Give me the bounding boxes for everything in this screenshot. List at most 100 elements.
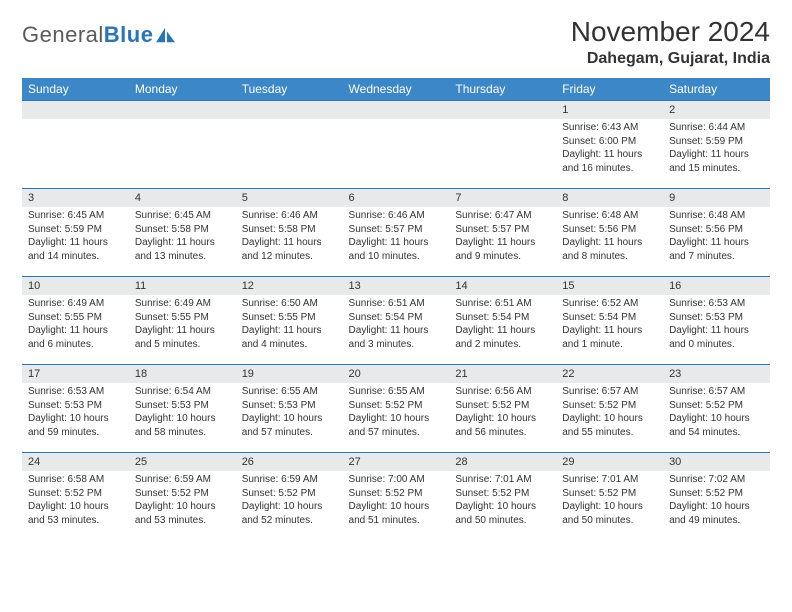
sunset-text: Sunset: 5:52 PM (455, 399, 550, 413)
sunrise-text: Sunrise: 6:45 AM (135, 209, 230, 223)
title-block: November 2024 Dahegam, Gujarat, India (571, 16, 770, 68)
sunrise-text: Sunrise: 6:44 AM (669, 121, 764, 135)
sunset-text: Sunset: 5:53 PM (242, 399, 337, 413)
day-number: 5 (236, 188, 343, 207)
calendar-row: 3Sunrise: 6:45 AMSunset: 5:59 PMDaylight… (22, 188, 770, 276)
daylight-text: Daylight: 11 hours and 12 minutes. (242, 236, 337, 263)
daylight-text: Daylight: 11 hours and 7 minutes. (669, 236, 764, 263)
brand-logo: GeneralBlue (22, 16, 177, 48)
day-number: 19 (236, 364, 343, 383)
sunset-text: Sunset: 5:52 PM (669, 487, 764, 501)
calendar-cell: 18Sunrise: 6:54 AMSunset: 5:53 PMDayligh… (129, 364, 236, 452)
sunrise-text: Sunrise: 6:50 AM (242, 297, 337, 311)
day-details: Sunrise: 6:46 AMSunset: 5:57 PMDaylight:… (343, 207, 450, 269)
day-details: Sunrise: 6:53 AMSunset: 5:53 PMDaylight:… (22, 383, 129, 445)
daylight-text: Daylight: 11 hours and 9 minutes. (455, 236, 550, 263)
day-number: 1 (556, 100, 663, 119)
weekday-header-row: Sunday Monday Tuesday Wednesday Thursday… (22, 78, 770, 100)
sunset-text: Sunset: 5:54 PM (349, 311, 444, 325)
sunset-text: Sunset: 5:57 PM (349, 223, 444, 237)
sunrise-text: Sunrise: 7:01 AM (562, 473, 657, 487)
day-number: 30 (663, 452, 770, 471)
day-number: 22 (556, 364, 663, 383)
daylight-text: Daylight: 11 hours and 14 minutes. (28, 236, 123, 263)
day-number (236, 100, 343, 119)
day-number: 11 (129, 276, 236, 295)
calendar-cell: 14Sunrise: 6:51 AMSunset: 5:54 PMDayligh… (449, 276, 556, 364)
calendar-cell: 15Sunrise: 6:52 AMSunset: 5:54 PMDayligh… (556, 276, 663, 364)
weekday-header: Thursday (449, 78, 556, 100)
sunrise-text: Sunrise: 6:47 AM (455, 209, 550, 223)
daylight-text: Daylight: 10 hours and 52 minutes. (242, 500, 337, 527)
day-details: Sunrise: 7:00 AMSunset: 5:52 PMDaylight:… (343, 471, 450, 533)
sunrise-text: Sunrise: 6:43 AM (562, 121, 657, 135)
sunset-text: Sunset: 5:52 PM (135, 487, 230, 501)
day-details: Sunrise: 6:52 AMSunset: 5:54 PMDaylight:… (556, 295, 663, 357)
day-number (129, 100, 236, 119)
sunset-text: Sunset: 5:58 PM (242, 223, 337, 237)
daylight-text: Daylight: 11 hours and 1 minute. (562, 324, 657, 351)
calendar-cell: 28Sunrise: 7:01 AMSunset: 5:52 PMDayligh… (449, 452, 556, 540)
daylight-text: Daylight: 11 hours and 3 minutes. (349, 324, 444, 351)
sunrise-text: Sunrise: 6:55 AM (242, 385, 337, 399)
calendar-cell: 23Sunrise: 6:57 AMSunset: 5:52 PMDayligh… (663, 364, 770, 452)
calendar-table: Sunday Monday Tuesday Wednesday Thursday… (22, 78, 770, 540)
calendar-cell: 8Sunrise: 6:48 AMSunset: 5:56 PMDaylight… (556, 188, 663, 276)
day-details: Sunrise: 6:54 AMSunset: 5:53 PMDaylight:… (129, 383, 236, 445)
day-number: 28 (449, 452, 556, 471)
calendar-cell: 29Sunrise: 7:01 AMSunset: 5:52 PMDayligh… (556, 452, 663, 540)
calendar-cell (449, 100, 556, 188)
day-number (343, 100, 450, 119)
day-number: 21 (449, 364, 556, 383)
calendar-cell: 12Sunrise: 6:50 AMSunset: 5:55 PMDayligh… (236, 276, 343, 364)
daylight-text: Daylight: 10 hours and 57 minutes. (349, 412, 444, 439)
day-details: Sunrise: 7:01 AMSunset: 5:52 PMDaylight:… (556, 471, 663, 533)
sunrise-text: Sunrise: 6:48 AM (669, 209, 764, 223)
day-number: 2 (663, 100, 770, 119)
weekday-header: Saturday (663, 78, 770, 100)
sunset-text: Sunset: 5:56 PM (562, 223, 657, 237)
sunrise-text: Sunrise: 6:57 AM (562, 385, 657, 399)
calendar-cell (129, 100, 236, 188)
day-number: 15 (556, 276, 663, 295)
daylight-text: Daylight: 10 hours and 59 minutes. (28, 412, 123, 439)
daylight-text: Daylight: 11 hours and 2 minutes. (455, 324, 550, 351)
calendar-row: 24Sunrise: 6:58 AMSunset: 5:52 PMDayligh… (22, 452, 770, 540)
calendar-cell: 3Sunrise: 6:45 AMSunset: 5:59 PMDaylight… (22, 188, 129, 276)
calendar-cell: 22Sunrise: 6:57 AMSunset: 5:52 PMDayligh… (556, 364, 663, 452)
sail-icon (155, 26, 177, 44)
calendar-cell: 17Sunrise: 6:53 AMSunset: 5:53 PMDayligh… (22, 364, 129, 452)
daylight-text: Daylight: 10 hours and 50 minutes. (562, 500, 657, 527)
day-details: Sunrise: 6:59 AMSunset: 5:52 PMDaylight:… (129, 471, 236, 533)
daylight-text: Daylight: 11 hours and 6 minutes. (28, 324, 123, 351)
daylight-text: Daylight: 10 hours and 56 minutes. (455, 412, 550, 439)
sunrise-text: Sunrise: 6:49 AM (28, 297, 123, 311)
day-details: Sunrise: 6:46 AMSunset: 5:58 PMDaylight:… (236, 207, 343, 269)
calendar-cell: 4Sunrise: 6:45 AMSunset: 5:58 PMDaylight… (129, 188, 236, 276)
daylight-text: Daylight: 11 hours and 8 minutes. (562, 236, 657, 263)
sunset-text: Sunset: 5:52 PM (28, 487, 123, 501)
sunrise-text: Sunrise: 6:48 AM (562, 209, 657, 223)
daylight-text: Daylight: 10 hours and 53 minutes. (28, 500, 123, 527)
sunset-text: Sunset: 5:53 PM (669, 311, 764, 325)
day-details: Sunrise: 6:49 AMSunset: 5:55 PMDaylight:… (22, 295, 129, 357)
sunset-text: Sunset: 5:57 PM (455, 223, 550, 237)
calendar-cell: 11Sunrise: 6:49 AMSunset: 5:55 PMDayligh… (129, 276, 236, 364)
daylight-text: Daylight: 10 hours and 58 minutes. (135, 412, 230, 439)
calendar-cell: 6Sunrise: 6:46 AMSunset: 5:57 PMDaylight… (343, 188, 450, 276)
day-details: Sunrise: 6:43 AMSunset: 6:00 PMDaylight:… (556, 119, 663, 181)
calendar-cell: 13Sunrise: 6:51 AMSunset: 5:54 PMDayligh… (343, 276, 450, 364)
sunrise-text: Sunrise: 6:49 AM (135, 297, 230, 311)
daylight-text: Daylight: 11 hours and 16 minutes. (562, 148, 657, 175)
day-number: 9 (663, 188, 770, 207)
calendar-row: 17Sunrise: 6:53 AMSunset: 5:53 PMDayligh… (22, 364, 770, 452)
sunrise-text: Sunrise: 6:46 AM (349, 209, 444, 223)
day-details: Sunrise: 6:51 AMSunset: 5:54 PMDaylight:… (343, 295, 450, 357)
brand-part2: Blue (104, 22, 154, 47)
brand-text: GeneralBlue (22, 22, 153, 48)
day-number: 6 (343, 188, 450, 207)
calendar-cell: 9Sunrise: 6:48 AMSunset: 5:56 PMDaylight… (663, 188, 770, 276)
day-number: 25 (129, 452, 236, 471)
sunrise-text: Sunrise: 6:53 AM (669, 297, 764, 311)
day-number: 16 (663, 276, 770, 295)
